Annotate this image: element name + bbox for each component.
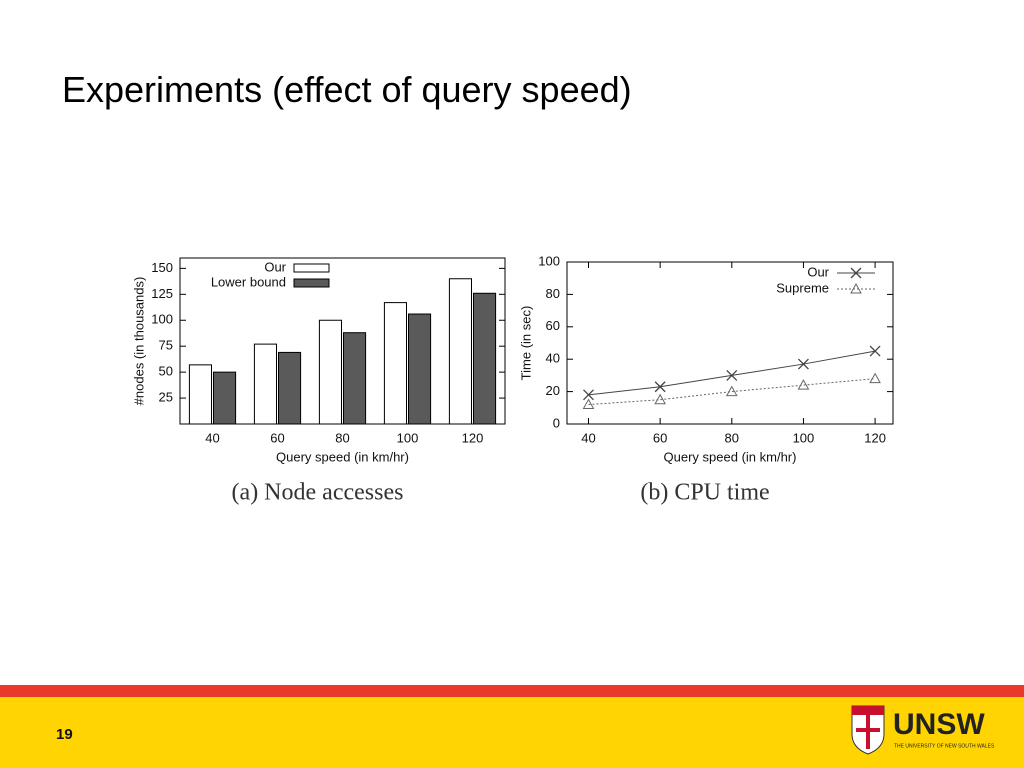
bar <box>278 351 302 425</box>
logo: UNSW THE UNIVERSITY OF NEW SOUTH WALES <box>851 705 995 755</box>
y-tick-label: 60 <box>546 318 560 333</box>
x-tick-label: 40 <box>205 430 219 445</box>
y-axis-label: Time (in sec) <box>518 306 533 381</box>
point <box>869 372 881 384</box>
x-tick-label: 60 <box>653 430 667 445</box>
point <box>654 393 666 405</box>
x-tick-label: 80 <box>725 430 739 445</box>
y-tick-label: 100 <box>538 253 560 268</box>
x-axis-label: Query speed (in km/hr) <box>276 449 409 464</box>
point <box>583 389 594 401</box>
bar <box>213 371 237 425</box>
page-number: 19 <box>56 726 73 743</box>
logo-name: UNSW <box>893 708 985 741</box>
point <box>797 379 810 390</box>
y-tick-label: 80 <box>546 286 560 301</box>
line <box>588 378 876 406</box>
legend-marker <box>850 267 862 279</box>
red-band <box>0 685 1024 697</box>
legend-label: Supreme <box>776 280 829 295</box>
x-tick-label: 60 <box>270 430 284 445</box>
y-tick-label: 150 <box>151 260 173 275</box>
logo-subtitle: THE UNIVERSITY OF NEW SOUTH WALES <box>894 743 995 749</box>
x-tick-label: 120 <box>864 430 886 445</box>
line <box>588 350 876 396</box>
y-tick-label: 25 <box>159 390 173 405</box>
y-tick-label: 75 <box>159 338 173 353</box>
legend-label: Our <box>264 259 286 274</box>
legend-label: Our <box>807 264 829 279</box>
legend-label: Lower bound <box>211 274 286 289</box>
crest-cross <box>856 715 880 749</box>
point <box>797 358 809 370</box>
x-tick-label: 120 <box>462 430 484 445</box>
bar <box>253 343 277 425</box>
y-tick-label: 0 <box>553 415 560 430</box>
y-tick-label: 40 <box>546 351 560 366</box>
x-axis-label: Query speed (in km/hr) <box>664 449 797 464</box>
bar <box>343 332 367 425</box>
y-tick-label: 20 <box>546 383 560 398</box>
point <box>725 385 738 397</box>
bar <box>188 364 212 425</box>
bar <box>408 313 432 425</box>
caption: (a) Node accesses <box>232 480 404 506</box>
y-tick-label: 125 <box>151 286 173 301</box>
y-axis-label: #nodes (in thousands) <box>131 277 146 406</box>
x-tick-label: 40 <box>581 430 595 445</box>
legend-swatch <box>293 263 330 273</box>
bar <box>448 278 472 425</box>
bar <box>318 319 342 425</box>
y-tick-label: 50 <box>159 364 173 379</box>
legend-swatch <box>293 278 330 288</box>
point <box>582 398 595 410</box>
bar <box>473 292 497 425</box>
x-tick-label: 80 <box>335 430 349 445</box>
y-tick-label: 100 <box>151 312 173 327</box>
bar <box>383 302 407 425</box>
plot-frame <box>566 261 894 425</box>
point <box>726 369 738 381</box>
point <box>654 381 666 393</box>
slide-title: Experiments (effect of query speed) <box>62 69 632 110</box>
point <box>869 345 881 357</box>
legend-marker <box>850 282 862 294</box>
caption: (b) CPU time <box>640 480 769 506</box>
plot-frame <box>179 257 506 425</box>
crest-band <box>852 706 884 715</box>
x-tick-label: 100 <box>793 430 815 445</box>
x-tick-label: 100 <box>397 430 419 445</box>
